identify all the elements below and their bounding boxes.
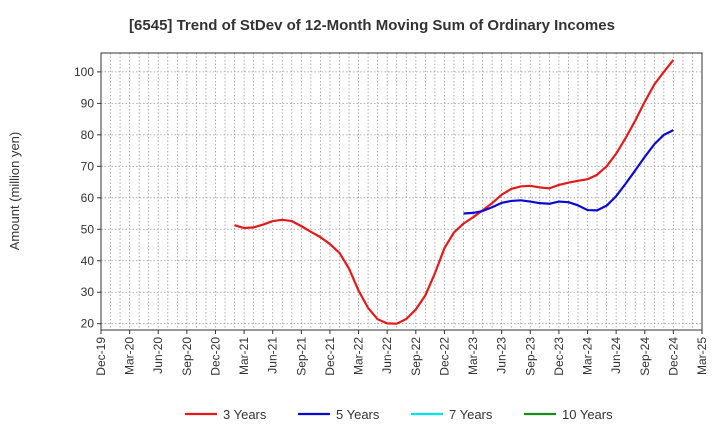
- x-tick-label: Sep-22: [409, 337, 423, 376]
- x-tick-label: Mar-23: [466, 337, 480, 375]
- y-tick-label: 60: [81, 191, 95, 205]
- x-tick-label: Dec-19: [94, 337, 108, 376]
- x-tick-label: Jun-21: [266, 337, 280, 374]
- x-tick-label: Sep-23: [523, 337, 537, 376]
- y-tick-label: 30: [81, 285, 95, 299]
- x-tick-label: Sep-24: [638, 337, 652, 376]
- y-tick-label: 70: [81, 159, 95, 173]
- legend-item: 3 Years: [185, 407, 267, 422]
- y-ticks: 20 30 40 50 60 70 80 90 100: [74, 65, 101, 331]
- legend-item: 10 Years: [524, 407, 613, 422]
- x-tick-label: Mar-22: [352, 337, 366, 375]
- y-tick-label: 100: [74, 65, 94, 79]
- legend: 3 Years 5 Years 7 Years 10 Years: [185, 407, 613, 422]
- grid-layer: [101, 53, 702, 330]
- legend-label: 3 Years: [223, 407, 267, 422]
- x-tick-label: Jun-24: [609, 337, 623, 374]
- y-tick-label: 40: [81, 254, 95, 268]
- legend-label: 10 Years: [562, 407, 613, 422]
- x-tick-label: Dec-24: [666, 337, 680, 376]
- series-layer: [234, 59, 675, 325]
- y-tick-label: 90: [81, 96, 95, 110]
- legend-label: 7 Years: [449, 407, 493, 422]
- y-axis-label: Amount (million yen): [7, 132, 22, 251]
- x-tick-label: Dec-22: [437, 337, 451, 376]
- x-tick-label: Mar-25: [695, 337, 709, 375]
- legend-label: 5 Years: [336, 407, 380, 422]
- x-tick-label: Mar-21: [237, 337, 251, 375]
- x-tick-label: Dec-20: [208, 337, 222, 376]
- x-tick-label: Sep-21: [294, 337, 308, 376]
- x-tick-label: Dec-23: [552, 337, 566, 376]
- x-tick-label: Mar-20: [123, 337, 137, 375]
- legend-item: 5 Years: [298, 407, 380, 422]
- series-line-5-years: [463, 129, 674, 215]
- chart-title: [6545] Trend of StDev of 12-Month Moving…: [129, 17, 615, 34]
- y-tick-label: 20: [81, 317, 95, 331]
- x-tick-label: Jun-23: [495, 337, 509, 374]
- y-tick-label: 80: [81, 128, 95, 142]
- legend-item: 7 Years: [411, 407, 493, 422]
- x-tick-label: Mar-24: [581, 337, 595, 375]
- x-ticks: Dec-19 Mar-20 Jun-20 Sep-20 Dec-20 Mar-21 Jun-…: [94, 330, 709, 376]
- plot-frame: [100, 52, 703, 331]
- y-tick-label: 50: [81, 222, 95, 236]
- x-tick-label: Dec-21: [323, 337, 337, 376]
- series-line-3-years: [234, 59, 675, 325]
- x-tick-label: Jun-22: [380, 337, 394, 374]
- x-tick-label: Sep-20: [180, 337, 194, 376]
- x-tick-label: Jun-20: [151, 337, 165, 374]
